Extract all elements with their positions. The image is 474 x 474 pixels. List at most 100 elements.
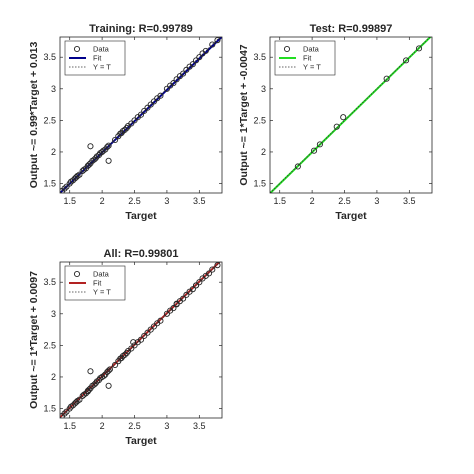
plot-content bbox=[60, 37, 222, 193]
plot-content bbox=[270, 37, 432, 193]
x-tick-label: 3 bbox=[164, 421, 169, 431]
x-tick-label: 2 bbox=[310, 196, 315, 206]
data-point bbox=[128, 120, 135, 127]
data-point bbox=[61, 410, 68, 417]
legend-data-marker bbox=[73, 45, 81, 53]
data-point bbox=[294, 163, 301, 170]
x-tick-label: 3.5 bbox=[193, 196, 206, 206]
legend-entry: Y = T bbox=[93, 63, 111, 72]
data-point bbox=[147, 326, 154, 333]
y-tick-label: 3 bbox=[261, 84, 266, 94]
data-point bbox=[202, 47, 209, 54]
data-point bbox=[163, 310, 170, 317]
data-point bbox=[193, 282, 200, 289]
axes-box bbox=[59, 36, 223, 194]
data-point bbox=[180, 70, 187, 77]
y-tick-label: 1.5 bbox=[43, 404, 56, 414]
data-point bbox=[189, 61, 196, 68]
data-point bbox=[383, 75, 390, 82]
chart-panel: 1.5 2 2.5 3 3.5 1.5 2 2.5 3 3.5 Training: R=0.9978… bbox=[28, 23, 223, 222]
legend-entry: Fit bbox=[93, 54, 102, 63]
chart-title: Training: R=0.99789 bbox=[89, 23, 193, 35]
y-axis-label: Output ~= 1*Target + 0.0097 bbox=[28, 271, 40, 409]
data-point bbox=[101, 372, 108, 379]
legend-entry: Fit bbox=[93, 279, 102, 288]
chart-title: All: R=0.99801 bbox=[104, 248, 179, 260]
data-point bbox=[209, 266, 216, 273]
data-point bbox=[340, 114, 347, 121]
legend-entry: Y = T bbox=[93, 288, 111, 297]
data-point bbox=[112, 136, 119, 143]
data-point bbox=[69, 402, 77, 409]
data-point bbox=[173, 76, 180, 83]
data-point bbox=[196, 279, 203, 286]
data-point bbox=[163, 85, 170, 92]
data-point bbox=[150, 323, 158, 330]
x-tick-label: 2.5 bbox=[128, 421, 141, 431]
x-tick-label: 3 bbox=[374, 196, 379, 206]
data-point bbox=[76, 171, 83, 178]
x-tick-label: 3.5 bbox=[193, 421, 206, 431]
data-point bbox=[106, 366, 113, 373]
data-point bbox=[147, 101, 154, 108]
data-point bbox=[183, 66, 190, 73]
data-point bbox=[105, 157, 112, 164]
axes-box bbox=[59, 261, 223, 419]
x-tick-label: 3.5 bbox=[403, 196, 416, 206]
x-tick-label: 1.5 bbox=[273, 196, 286, 206]
y-tick-label: 2 bbox=[51, 372, 56, 382]
x-axis-label: Target bbox=[125, 210, 157, 222]
x-tick-label: 2.5 bbox=[338, 196, 351, 206]
y-tick-label: 2.5 bbox=[43, 340, 56, 350]
legend-data-marker bbox=[283, 45, 291, 53]
plot-content bbox=[60, 262, 221, 418]
data-point bbox=[205, 270, 213, 277]
data-point bbox=[170, 80, 177, 87]
y-axis-label: Output ~= 0.99*Target + 0.013 bbox=[28, 42, 40, 189]
data-point bbox=[333, 123, 340, 130]
data-point bbox=[157, 92, 164, 99]
data-point bbox=[141, 107, 148, 114]
data-point bbox=[144, 104, 151, 111]
data-point bbox=[170, 305, 177, 312]
x-axis-label: Target bbox=[125, 435, 157, 447]
data-point bbox=[131, 342, 138, 349]
y-tick-label: 2 bbox=[51, 147, 56, 157]
data-point bbox=[137, 111, 145, 118]
data-point bbox=[209, 41, 216, 48]
data-point bbox=[196, 54, 203, 61]
data-point bbox=[121, 351, 128, 358]
data-point bbox=[76, 396, 83, 403]
data-point bbox=[104, 143, 111, 150]
data-point bbox=[86, 161, 93, 168]
data-point bbox=[131, 117, 138, 124]
data-point bbox=[112, 361, 119, 368]
y-tick-label: 2.5 bbox=[253, 115, 266, 125]
data-point bbox=[150, 98, 158, 105]
data-point bbox=[141, 332, 148, 339]
chart-panel: 1.5 2 2.5 3 3.5 1.5 2 2.5 3 3.5 Test: R=0.99897 Tar… bbox=[238, 23, 433, 222]
y-tick-label: 3.5 bbox=[253, 52, 266, 62]
data-point bbox=[193, 57, 200, 64]
data-point bbox=[157, 317, 164, 324]
legend-entry: Data bbox=[93, 45, 110, 54]
data-point bbox=[121, 126, 128, 133]
y-tick-label: 3.5 bbox=[43, 277, 56, 287]
data-point bbox=[214, 262, 221, 269]
y-tick-label: 2 bbox=[261, 147, 266, 157]
x-tick-label: 1.5 bbox=[63, 421, 76, 431]
data-point bbox=[61, 185, 68, 192]
x-tick-label: 1.5 bbox=[63, 196, 76, 206]
legend-entry: Y = T bbox=[303, 63, 321, 72]
y-tick-label: 3 bbox=[51, 309, 56, 319]
y-tick-label: 3.5 bbox=[43, 52, 56, 62]
x-tick-label: 2 bbox=[100, 421, 105, 431]
data-point bbox=[189, 286, 196, 293]
data-point bbox=[86, 386, 93, 393]
data-point bbox=[105, 382, 112, 389]
data-point bbox=[183, 291, 190, 298]
